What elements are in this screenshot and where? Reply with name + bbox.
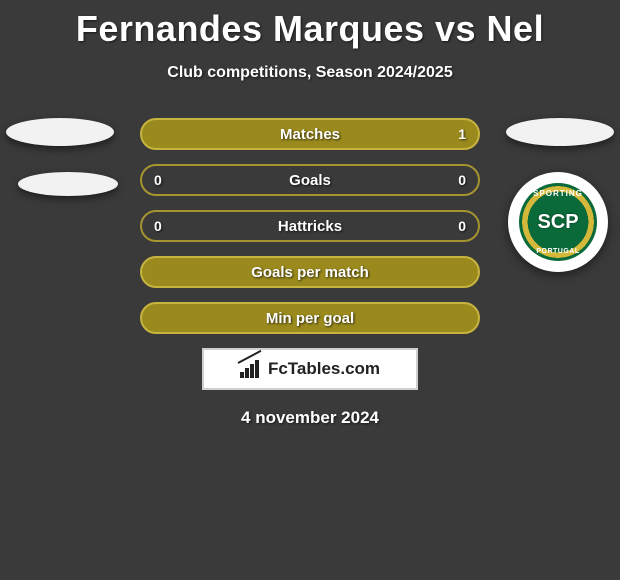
stat-left-value: 0 (154, 172, 162, 188)
date-text: 4 november 2024 (0, 408, 620, 428)
stat-left-value: 0 (154, 218, 162, 234)
stat-label: Goals (289, 172, 331, 189)
player-left-ellipse-bottom (18, 172, 118, 196)
page-title: Fernandes Marques vs Nel (0, 0, 620, 50)
stat-row: Matches 1 (140, 118, 480, 150)
club-badge: SPORTING SCP PORTUGAL (508, 172, 608, 272)
stat-right-value: 0 (458, 172, 466, 188)
brand-text: FcTables.com (268, 359, 380, 379)
stat-label: Matches (280, 126, 340, 143)
player-right-ellipse-top (506, 118, 614, 146)
club-name-bottom: PORTUGAL (536, 248, 579, 255)
stats-area: SPORTING SCP PORTUGAL Matches 1 0 Goals 0 0 Ha… (0, 118, 620, 334)
stat-row: 0 Hattricks 0 (140, 210, 480, 242)
club-name-top: SPORTING (533, 189, 583, 198)
club-abbr: SCP (537, 211, 578, 234)
stat-row: Min per goal (140, 302, 480, 334)
chart-icon (240, 360, 262, 378)
page-subtitle: Club competitions, Season 2024/2025 (0, 64, 620, 82)
stat-label: Goals per match (251, 264, 369, 281)
stat-right-value: 1 (458, 126, 466, 142)
stat-label: Min per goal (266, 310, 354, 327)
stat-right-value: 0 (458, 218, 466, 234)
stat-label: Hattricks (278, 218, 342, 235)
brand-box: FcTables.com (202, 348, 418, 390)
club-badge-inner: SPORTING SCP PORTUGAL (519, 183, 597, 261)
player-left-ellipse-top (6, 118, 114, 146)
stat-row: Goals per match (140, 256, 480, 288)
stat-row: 0 Goals 0 (140, 164, 480, 196)
